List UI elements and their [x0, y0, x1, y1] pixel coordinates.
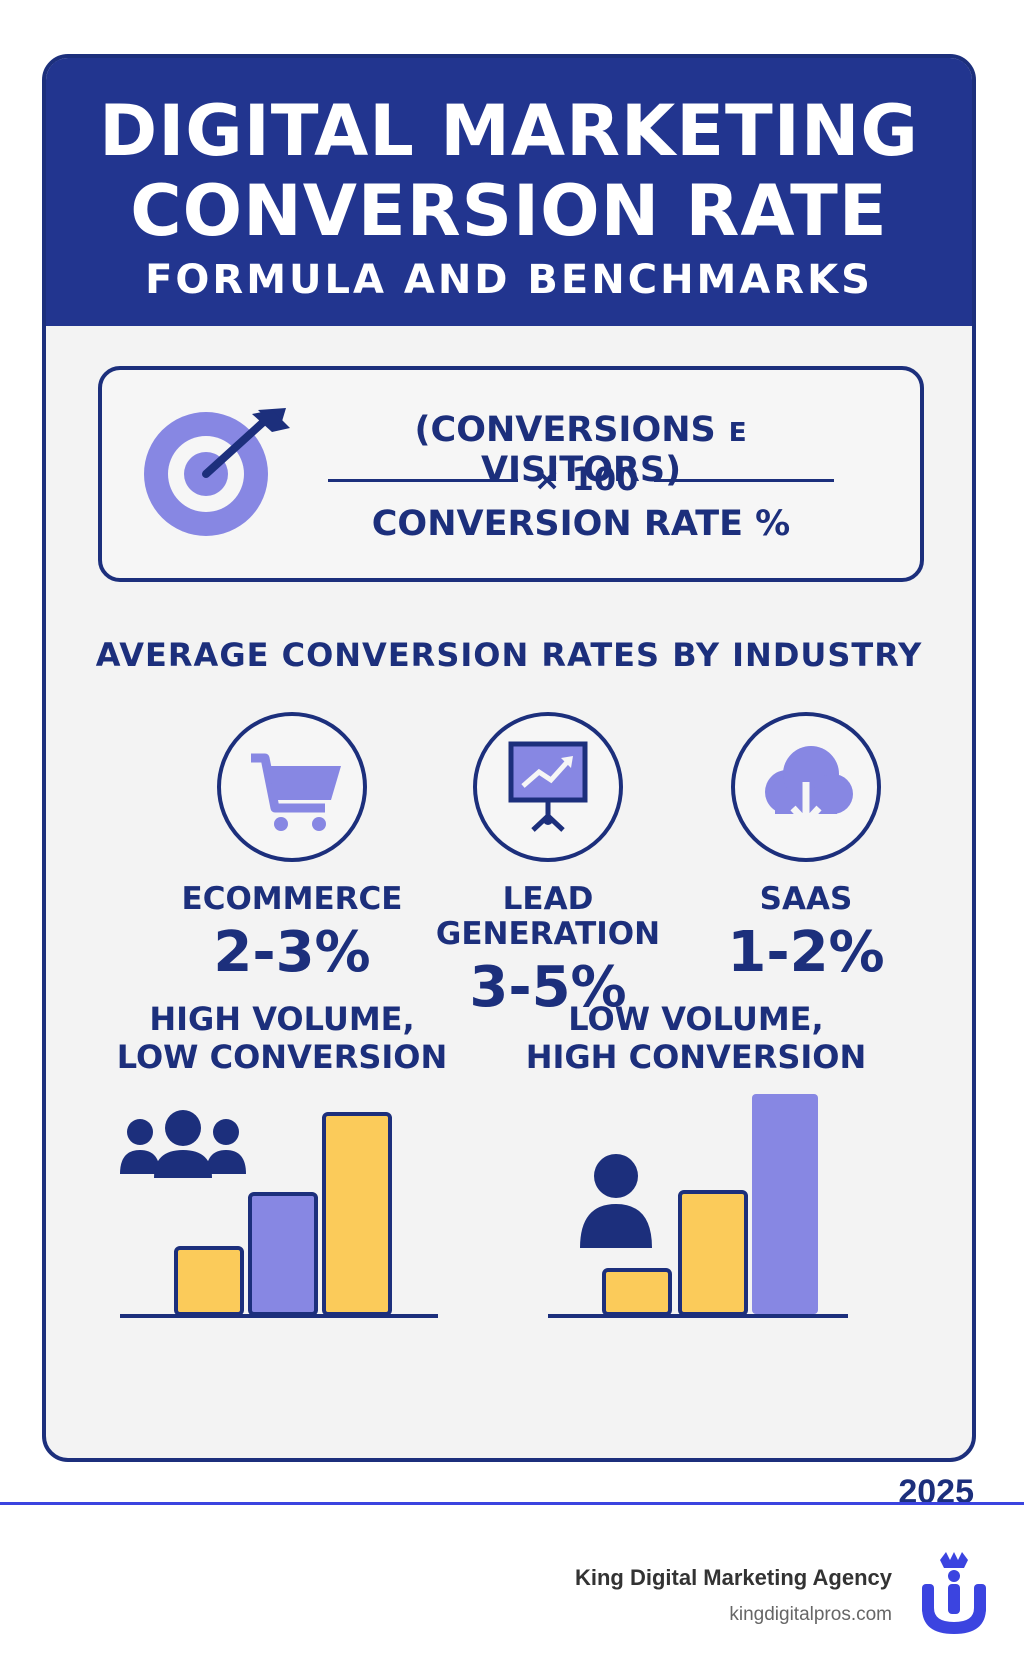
agency-website[interactable]: kingdigitalpros.com — [729, 1604, 892, 1625]
low-volume-line1: LOW VOLUME, — [568, 1000, 824, 1038]
bar-medium — [248, 1192, 318, 1316]
formula-numerator: (CONVERSIONS ᴇ VISITORS) — [414, 410, 748, 490]
icon-circle — [217, 712, 367, 862]
formula-box: (CONVERSIONS ᴇ VISITORS) × 100 CONVERSIO… — [98, 366, 924, 582]
high-volume-line1: HIGH VOLUME, — [149, 1000, 415, 1038]
infographic-card: DIGITAL MARKETING CONVERSION RATE FORMUL… — [42, 54, 976, 1462]
person-icon — [580, 1154, 652, 1248]
industry-saas: SAAS 1-2% — [676, 712, 936, 987]
industry-name: LEAD GENERATION — [418, 882, 678, 952]
people-group-icon — [120, 1110, 246, 1178]
title-line-2: CONVERSION RATE — [130, 170, 888, 252]
title-line-1: DIGITAL MARKETING — [99, 90, 919, 172]
formula-multiplier: × 100 — [533, 460, 639, 498]
industry-rate: 2-3% — [213, 920, 371, 985]
formula-divider-right — [654, 479, 834, 482]
industry-ecommerce: ECOMMERCE 2-3% — [162, 712, 422, 987]
presentation-chart-icon — [508, 741, 588, 832]
high-volume-illustration — [120, 1110, 438, 1318]
industry-section-title: AVERAGE CONVERSION RATES BY INDUSTRY — [95, 636, 923, 674]
high-volume-title: HIGH VOLUME, LOW CONVERSION — [102, 1000, 462, 1076]
shopping-cart-icon — [251, 753, 341, 831]
icon-circle — [731, 712, 881, 862]
crown-logo-icon — [922, 1552, 986, 1634]
bar-small — [174, 1246, 244, 1316]
low-volume-line2: HIGH CONVERSION — [525, 1038, 867, 1076]
industry-name-line2: GENERATION — [435, 916, 661, 952]
agency-name: King Digital Marketing Agency — [574, 1565, 892, 1590]
industry-lead-generation: LEAD GENERATION 3-5% — [418, 712, 678, 1022]
bar-medium — [678, 1190, 748, 1316]
year-label: 2025 — [898, 1473, 974, 1511]
industry-rate: 3-5% — [469, 955, 627, 1020]
industry-name: SAAS — [759, 881, 853, 917]
formula-divider-left — [328, 479, 518, 482]
industry-name: ECOMMERCE — [181, 881, 403, 917]
industry-name-line1: LEAD — [502, 881, 594, 917]
bar-large — [322, 1112, 392, 1316]
high-volume-line2: LOW CONVERSION — [116, 1038, 448, 1076]
bar-large — [752, 1094, 818, 1314]
subtitle: FORMULA AND BENCHMARKS — [145, 257, 873, 303]
cloud-download-icon — [765, 746, 853, 828]
low-volume-illustration — [548, 1094, 848, 1318]
bar-small — [602, 1268, 672, 1316]
formula-denominator: CONVERSION RATE % — [371, 504, 791, 544]
industry-rate: 1-2% — [727, 920, 885, 985]
low-volume-title: LOW VOLUME, HIGH CONVERSION — [516, 1000, 876, 1076]
header-banner: DIGITAL MARKETING CONVERSION RATE FORMUL… — [46, 58, 972, 326]
footer-divider — [0, 1502, 1024, 1505]
target-icon — [144, 408, 290, 536]
icon-circle — [473, 712, 623, 862]
